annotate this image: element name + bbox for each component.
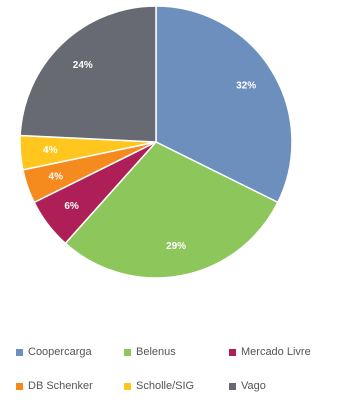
chart-legend: Coopercarga Belenus Mercado Livre DB Sch… (16, 346, 336, 398)
legend-item-vago: Vago (229, 380, 266, 392)
data-label-vago: 24% (73, 60, 93, 71)
legend-item-belenus: Belenus (124, 346, 176, 358)
legend-swatch-coopercarga (16, 348, 23, 356)
pie-slices (19, 5, 293, 279)
data-label-belenus: 29% (166, 241, 186, 252)
legend-label-db-schenker: DB Schenker (28, 380, 93, 392)
pie-slice-coopercarga (155, 5, 293, 204)
legend-swatch-db-schenker (16, 382, 23, 390)
data-label-scholle-sig: 4% (43, 145, 58, 156)
data-label-coopercarga: 32% (236, 81, 256, 92)
pie-slice-vago (19, 5, 157, 143)
legend-swatch-belenus (124, 348, 131, 356)
legend-item-db-schenker: DB Schenker (16, 380, 93, 392)
legend-swatch-mercado-livre (229, 348, 236, 356)
legend-label-belenus: Belenus (136, 346, 176, 358)
legend-item-scholle-sig: Scholle/SIG (124, 380, 194, 392)
pie-data-labels: 32% 29% 6% 4% 4% 24% (43, 60, 256, 252)
pie-chart: 32% 29% 6% 4% 4% 24% (19, 5, 293, 279)
data-label-db-schenker: 4% (49, 171, 64, 182)
legend-label-scholle-sig: Scholle/SIG (136, 380, 195, 392)
legend-swatch-scholle-sig (124, 382, 131, 390)
legend-label-mercado-livre: Mercado Livre (241, 346, 311, 358)
legend-label-vago: Vago (241, 380, 266, 392)
legend-swatch-vago (229, 382, 236, 390)
data-label-mercado-livre: 6% (64, 201, 79, 212)
legend-label-coopercarga: Coopercarga (28, 346, 92, 358)
pie-slice-belenus (64, 141, 279, 279)
legend-item-mercado-livre: Mercado Livre (229, 346, 311, 358)
legend-item-coopercarga: Coopercarga (16, 346, 92, 358)
